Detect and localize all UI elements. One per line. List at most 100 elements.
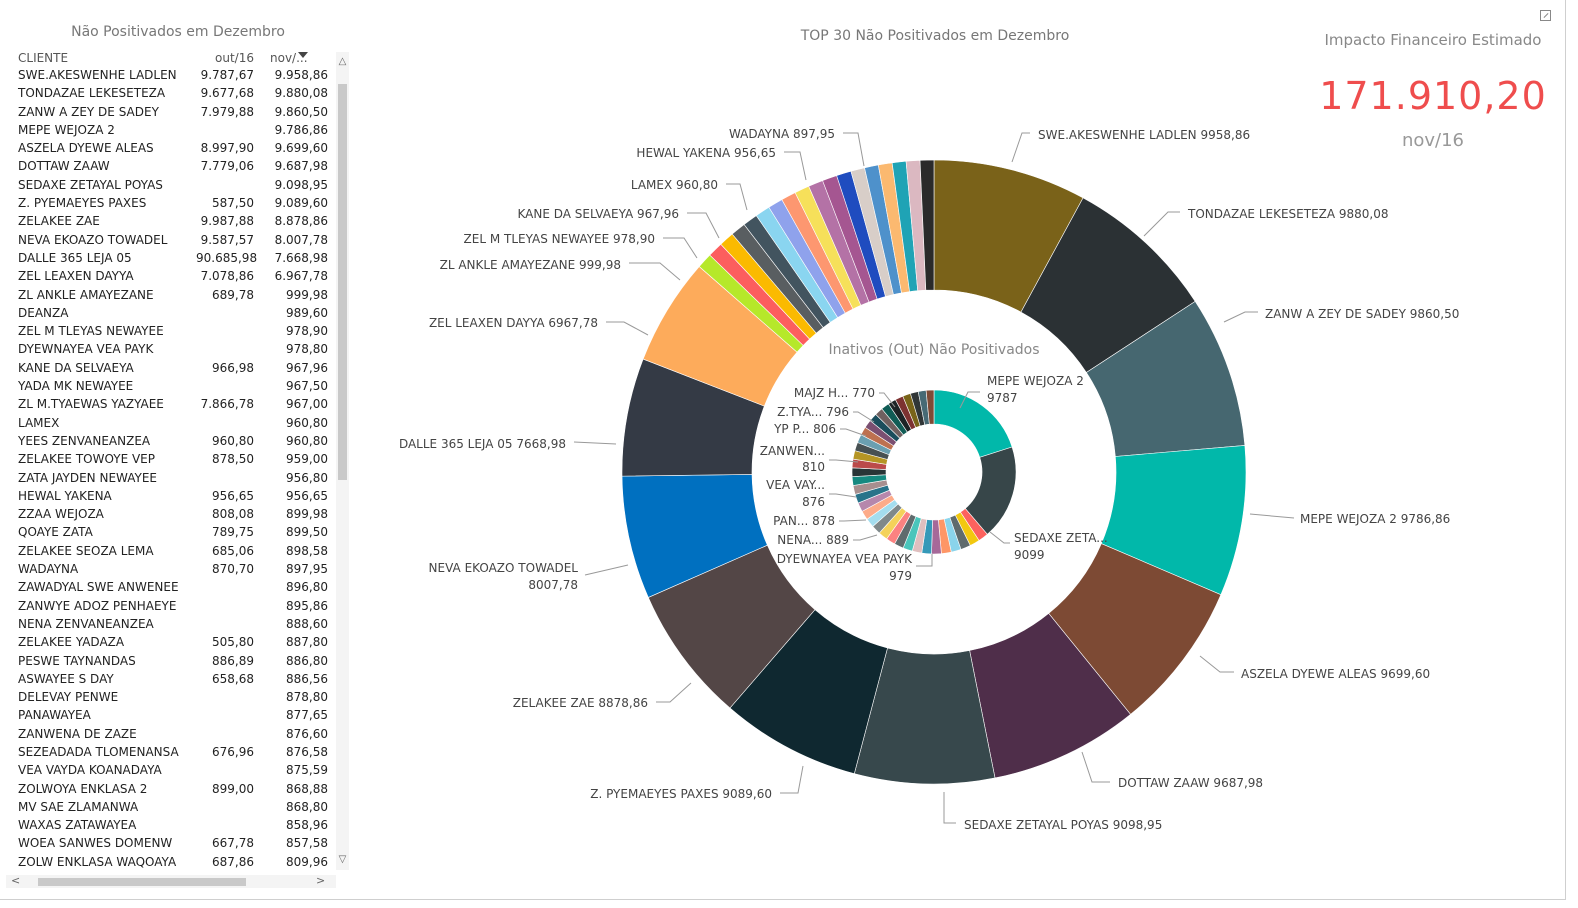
table-row[interactable]: ASWAYEE S DAY 658,68 886,56 xyxy=(18,672,334,690)
table-row[interactable]: MV SAE ZLAMANWA 868,80 xyxy=(18,800,334,818)
outer-slice-label: ZANW A ZEY DE SADEY 9860,50 xyxy=(1265,307,1459,321)
cell-out16: 90.685,98 xyxy=(196,250,258,265)
table-row[interactable]: VEA VAYDA KOANADAYA 875,59 xyxy=(18,763,334,781)
cell-nov16: 895,86 xyxy=(286,598,328,613)
table-row[interactable]: ZANW A ZEY DE SADEY 7.979,88 9.860,50 xyxy=(18,105,334,123)
table-row[interactable]: ZOLW ENKLASA WAQOAYA 687,86 809,96 xyxy=(18,855,334,873)
cell-nov16: 978,80 xyxy=(286,342,328,357)
table-row[interactable]: HEWAL YAKENA 956,65 956,65 xyxy=(18,489,334,507)
vertical-scrollbar[interactable]: △ ▽ xyxy=(336,52,349,870)
cell-cliente: NENA ZENVANEANZEA xyxy=(18,616,154,631)
cell-out16: 8.997,90 xyxy=(200,141,254,156)
table-row[interactable]: DOTTAW ZAAW 7.779,06 9.687,98 xyxy=(18,159,334,177)
table-row[interactable]: ZATA JAYDEN NEWAYEE 956,80 xyxy=(18,471,334,489)
table-row[interactable]: ZEL LEAXEN DAYYA 7.078,86 6.967,78 xyxy=(18,269,334,287)
scroll-up-icon[interactable]: △ xyxy=(338,56,347,67)
inner-donut-slice[interactable] xyxy=(925,389,935,425)
inner-callout-line xyxy=(989,531,1010,544)
cell-out16: 9.787,67 xyxy=(200,68,254,82)
table-row[interactable]: DELEVAY PENWE 878,80 xyxy=(18,690,334,708)
cell-nov16: 886,56 xyxy=(286,671,328,686)
table-row[interactable]: ZL ANKLE AMAYEZANE 689,78 999,98 xyxy=(18,288,334,306)
cell-nov16: 956,65 xyxy=(286,488,328,503)
cell-nov16: 9.687,98 xyxy=(274,159,328,174)
outer-slice-label: NEVA EKOAZO TOWADEL xyxy=(429,561,579,575)
cell-cliente: WOEA SANWES DOMENW xyxy=(18,836,173,851)
table-row[interactable]: ZOLWOYA ENKLASA 2 899,00 868,88 xyxy=(18,782,334,800)
cell-nov16: 9.089,60 xyxy=(274,196,328,211)
scroll-right-icon[interactable]: > xyxy=(316,874,326,887)
cell-out16: 808,08 xyxy=(212,507,254,522)
table-row[interactable]: WADAYNA 870,70 897,95 xyxy=(18,562,334,580)
table-row[interactable]: PESWE TAYNANDAS 886,89 886,80 xyxy=(18,654,334,672)
column-header-cliente[interactable]: CLIENTE xyxy=(18,51,69,65)
table-row[interactable]: SEDAXE ZETAYAL POYAS 9.098,95 xyxy=(18,178,334,196)
cell-out16: 689,78 xyxy=(212,287,254,302)
cell-cliente: MV SAE ZLAMANWA xyxy=(18,799,139,814)
scroll-down-icon[interactable]: ▽ xyxy=(338,854,347,865)
callout-line xyxy=(780,765,804,794)
cell-nov16: 809,96 xyxy=(286,854,328,869)
focus-mode-icon[interactable] xyxy=(1540,10,1551,21)
callout-line xyxy=(573,441,617,445)
callout-line xyxy=(1199,655,1234,673)
table-row[interactable]: DALLE 365 LEJA 05 90.685,98 7.668,98 xyxy=(18,251,334,269)
scroll-left-icon[interactable]: < xyxy=(11,874,21,887)
table-row[interactable]: ZEL M TLEYAS NEWAYEE 978,90 xyxy=(18,324,334,342)
cell-out16: 685,06 xyxy=(212,543,254,558)
table-row[interactable]: WOEA SANWES DOMENW 667,78 857,58 xyxy=(18,836,334,854)
vertical-scroll-thumb[interactable] xyxy=(338,84,347,480)
cell-cliente: QOAYE ZATA xyxy=(18,525,93,540)
table-row[interactable]: LAMEX 960,80 xyxy=(18,416,334,434)
kpi-value: 171.910,20 xyxy=(1319,74,1547,118)
table-row[interactable]: ZELAKEE YADAZA 505,80 887,80 xyxy=(18,635,334,653)
table-row[interactable]: QOAYE ZATA 789,75 899,50 xyxy=(18,525,334,543)
cell-out16: 658,68 xyxy=(212,671,254,686)
table-row[interactable]: YADA MK NEWAYEE 967,50 xyxy=(18,379,334,397)
outer-slice-label: DALLE 365 LEJA 05 7668,98 xyxy=(399,437,566,451)
table-row[interactable]: YEES ZENVANEANZEA 960,80 960,80 xyxy=(18,434,334,452)
cell-nov16: 9.958,86 xyxy=(274,68,328,82)
cell-cliente: MEPE WEJOZA 2 xyxy=(18,122,115,137)
callout-line xyxy=(1223,311,1258,323)
cell-nov16: 898,58 xyxy=(286,543,328,558)
cell-nov16: 989,60 xyxy=(286,305,328,320)
horizontal-scrollbar[interactable]: < > xyxy=(6,874,336,888)
table-row[interactable]: TONDAZAE LEKESETEZA 9.677,68 9.880,08 xyxy=(18,86,334,104)
sort-descending-icon[interactable] xyxy=(298,52,308,58)
cell-cliente: KANE DA SELVAEYA xyxy=(18,360,134,375)
table-row[interactable]: ZELAKEE TOWOYE VEP 878,50 959,00 xyxy=(18,452,334,470)
table-row[interactable]: MEPE WEJOZA 2 9.786,86 xyxy=(18,123,334,141)
table-row[interactable]: NEVA EKOAZO TOWADEL 9.587,57 8.007,78 xyxy=(18,233,334,251)
cell-out16: 9.677,68 xyxy=(200,86,254,101)
outer-slice-label: MEPE WEJOZA 2 9786,86 xyxy=(1300,512,1450,526)
table-row[interactable]: ZL M.TYAEWAS YAZYAEE 7.866,78 967,00 xyxy=(18,397,334,415)
table-row[interactable]: ZELAKEE ZAE 9.987,88 8.878,86 xyxy=(18,214,334,232)
table-row[interactable]: KANE DA SELVAEYA 966,98 967,96 xyxy=(18,361,334,379)
table-row[interactable]: ZELAKEE SEOZA LEMA 685,06 898,58 xyxy=(18,544,334,562)
cell-cliente: ZANW A ZEY DE SADEY xyxy=(18,104,159,119)
column-header-out16[interactable]: out/16 xyxy=(215,51,254,65)
table-row[interactable]: SEZEADADA TLOMENANSA 676,96 876,58 xyxy=(18,745,334,763)
table-row[interactable]: DYEWNAYEA VEA PAYK 978,80 xyxy=(18,342,334,360)
table-row[interactable]: ASZELA DYEWE ALEAS 8.997,90 9.699,60 xyxy=(18,141,334,159)
table-row[interactable]: NENA ZENVANEANZEA 888,60 xyxy=(18,617,334,635)
table-row[interactable]: SWE.AKESWENHE LADLEN 9.787,67 9.958,86 xyxy=(18,68,334,86)
table-row[interactable]: WAXAS ZATAWAYEA 858,96 xyxy=(18,818,334,836)
table-row[interactable]: DEANZA 989,60 xyxy=(18,306,334,324)
cell-nov16: 868,80 xyxy=(286,799,328,814)
callout-line xyxy=(1249,513,1295,519)
table-row[interactable]: PANAWAYEA 877,65 xyxy=(18,708,334,726)
table-row[interactable]: ZAWADYAL SWE ANWENEE 896,80 xyxy=(18,580,334,598)
inner-donut-title: Inativos (Out) Não Positivados xyxy=(828,342,1039,358)
outer-donut-slice[interactable] xyxy=(919,159,935,291)
table-row[interactable]: ZANWENA DE ZAZE 876,60 xyxy=(18,727,334,745)
table-row[interactable]: Z. PYEMAEYES PAXES 587,50 9.089,60 xyxy=(18,196,334,214)
horizontal-scroll-thumb[interactable] xyxy=(38,878,246,886)
inner-callout-line xyxy=(959,391,980,409)
cell-cliente: DEANZA xyxy=(18,305,69,320)
cell-out16: 899,00 xyxy=(212,781,254,796)
table-row[interactable]: ZZAA WEJOZA 808,08 899,98 xyxy=(18,507,334,525)
cell-cliente: YEES ZENVANEANZEA xyxy=(18,433,151,448)
table-row[interactable]: ZANWYE ADOZ PENHAEYE 895,86 xyxy=(18,599,334,617)
